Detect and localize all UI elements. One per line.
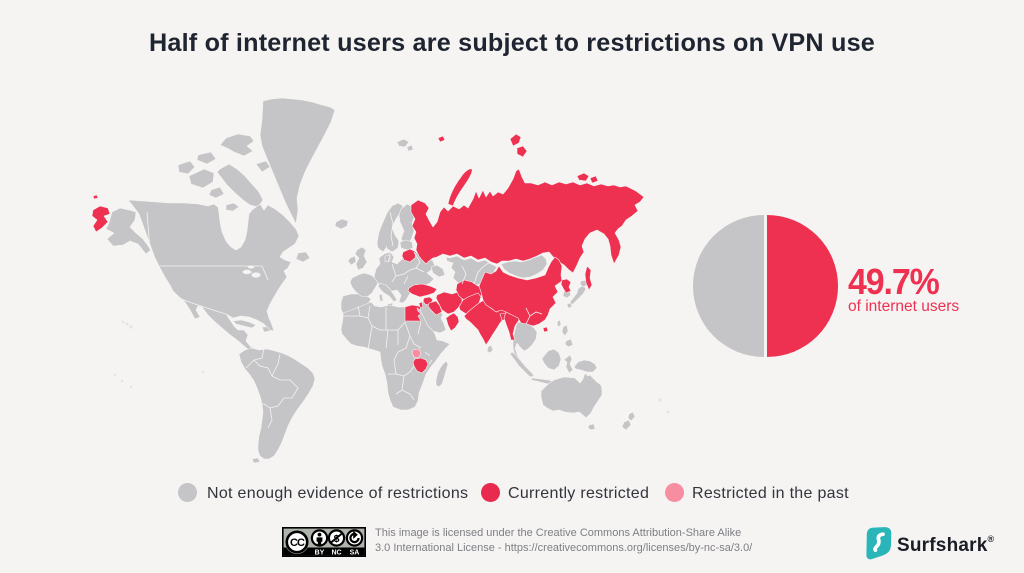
svg-text:SA: SA <box>350 550 360 557</box>
svg-text:CC: CC <box>290 537 305 549</box>
svg-text:BY: BY <box>315 550 325 557</box>
svg-text:NC: NC <box>331 550 341 557</box>
